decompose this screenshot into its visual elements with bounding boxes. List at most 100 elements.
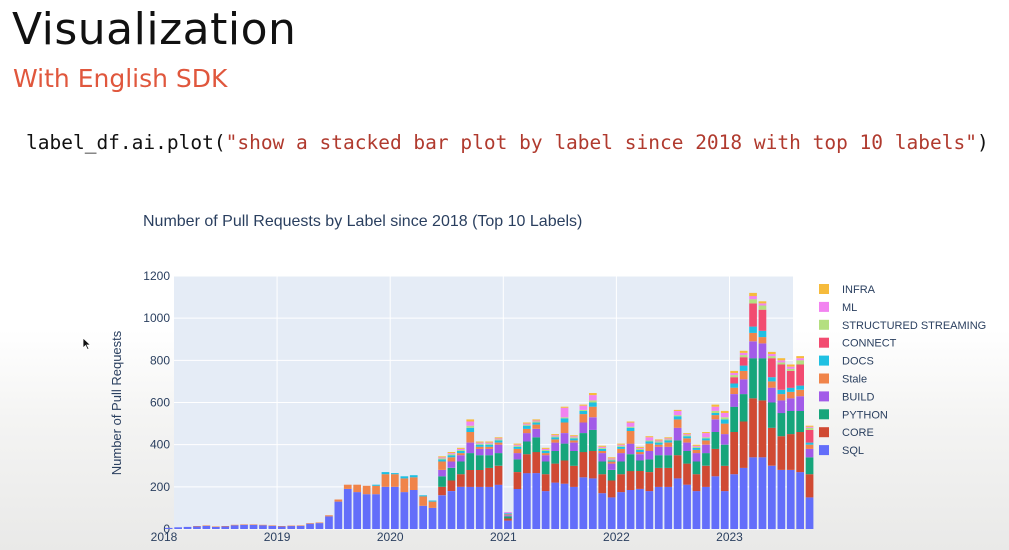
bar-segment-ml: [466, 421, 475, 426]
bar-segment-stale: [240, 524, 248, 525]
bar-segment-core: [598, 474, 607, 494]
bar-segment-sql: [570, 486, 578, 529]
legend-swatch: [819, 427, 829, 438]
bar-segment-docs: [589, 402, 597, 407]
bar-segment-build: [504, 515, 512, 517]
bar-segment-python: [749, 358, 757, 399]
bar-segment-stale: [513, 448, 522, 454]
bar-segment-python: [786, 410, 795, 435]
bar-segment-infra: [711, 404, 720, 407]
bar-segment-sql: [532, 473, 541, 529]
bar-segment-stale: [287, 525, 296, 527]
bar-segment-sql: [428, 507, 437, 529]
y-axis-title: Number of Pull Requests: [109, 330, 124, 475]
bar-segment-stale: [532, 424, 541, 429]
bar-segment-docs: [720, 419, 729, 424]
bar-segment-python: [532, 437, 541, 453]
bar-segment-infra: [749, 292, 757, 297]
bar-segment-python: [447, 467, 456, 481]
bar-segment-python: [796, 410, 804, 432]
bar-segment-structured-streaming: [626, 426, 635, 428]
bar-segment-infra: [579, 404, 588, 406]
bar-segment-docs: [626, 427, 635, 431]
bar-segment-structured-streaming: [786, 368, 795, 371]
bar-segment-stale: [730, 387, 738, 394]
bar-segment-stale: [438, 461, 446, 470]
bar-segment-sql: [711, 476, 720, 529]
bar-segment-stale: [409, 477, 418, 490]
bar-segment-infra: [777, 358, 786, 361]
bar-segment-ml: [626, 422, 635, 427]
bar-segment-core: [579, 452, 588, 478]
bar-segment-core: [466, 470, 475, 487]
bar-segment-build: [523, 433, 531, 442]
legend-label: ML: [842, 302, 857, 314]
bar-segment-python: [720, 444, 729, 466]
bar-segment-core: [796, 432, 804, 473]
bar-segment-stale: [768, 381, 776, 388]
bar-segment-core: [589, 451, 597, 479]
bar-segment-python: [485, 455, 493, 468]
bar-segment-core: [683, 463, 691, 485]
mouse-pointer-icon: [82, 337, 92, 351]
bar-segment-python: [579, 433, 588, 453]
bar-segment-sql: [692, 491, 701, 529]
bar-segment-docs: [645, 441, 654, 444]
bar-segment-build: [805, 448, 814, 458]
bar-segment-ml: [805, 426, 814, 428]
bar-segment-sql: [438, 495, 446, 529]
bar-segment-python: [673, 440, 682, 456]
bar-segment-stale: [381, 474, 390, 487]
bar-segment-docs: [758, 330, 767, 338]
bar-segment-stale: [457, 453, 465, 456]
bar-segment-docs: [391, 473, 399, 475]
legend-swatch: [819, 337, 829, 348]
bar-segment-ml: [598, 446, 607, 448]
bar-segment-docs: [447, 455, 456, 458]
bar-segment-connect: [749, 303, 757, 327]
bar-segment-core: [532, 452, 541, 474]
bar-segment-docs: [786, 387, 795, 392]
bar-segment-core: [494, 465, 503, 485]
bar-segment-python: [570, 451, 578, 466]
bar-segment-docs: [372, 484, 380, 486]
bar-segment-sql: [494, 484, 503, 529]
bar-segment-stale: [664, 442, 673, 447]
bar-segment-ml: [523, 423, 531, 425]
bar-segment-sql: [777, 470, 786, 529]
bar-segment-core: [513, 472, 522, 489]
bar-segment-stale: [749, 332, 757, 342]
bar-segment-infra: [654, 439, 663, 441]
bar-segment-ml: [673, 410, 682, 416]
bar-segment-ml: [541, 448, 550, 450]
bar-segment-sql: [296, 525, 305, 529]
bar-segment-build: [541, 455, 550, 462]
bar-segment-python: [777, 413, 786, 437]
bar-segment-python: [626, 454, 635, 472]
bar-segment-stale: [419, 496, 427, 506]
y-tick-label: 200: [150, 480, 170, 494]
bar-segment-stale: [560, 422, 569, 433]
bar-segment-infra: [636, 446, 644, 448]
bar-segment-stale: [739, 370, 748, 380]
bar-segment-sql: [749, 457, 757, 529]
bar-segment-infra: [475, 441, 484, 443]
legend-swatch: [819, 391, 829, 402]
bar-segment-structured-streaming: [532, 421, 541, 423]
bar-segment-docs: [664, 440, 673, 443]
bar-segment-docs: [673, 416, 682, 420]
x-tick-label: 2023: [716, 530, 743, 544]
bar-segment-connect: [739, 357, 748, 366]
bar-segment-core: [692, 474, 701, 492]
bar-segment-infra: [607, 457, 616, 459]
bar-segment-structured-streaming: [673, 415, 682, 417]
bar-segment-core: [607, 480, 616, 498]
bar-segment-ml: [513, 444, 522, 446]
bar-segment-structured-streaming: [607, 459, 616, 461]
bar-segment-sql: [805, 497, 814, 529]
bar-segment-stale: [372, 485, 380, 495]
bar-segment-structured-streaming: [541, 449, 550, 451]
bar-segment-infra: [720, 410, 729, 413]
bar-segment-docs: [466, 427, 475, 432]
bar-segment-docs: [777, 389, 786, 395]
